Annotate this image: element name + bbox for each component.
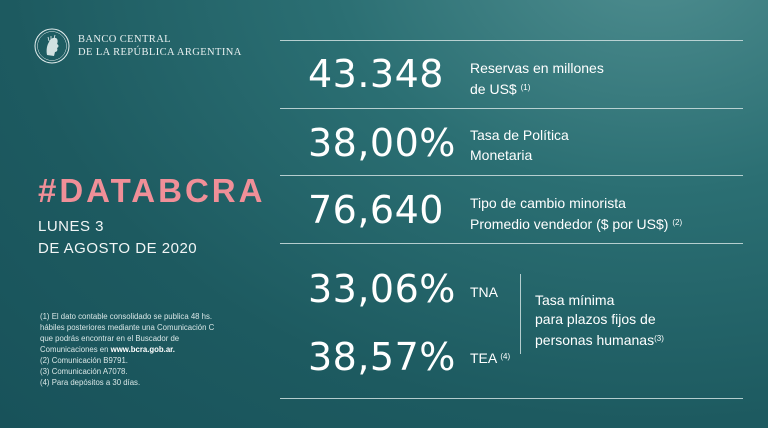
reserves-value: 43.348 — [308, 52, 444, 96]
bcra-link[interactable]: www.bcra.gob.ar. — [110, 345, 175, 354]
note-1b: hábiles posteriores mediante una Comunic… — [40, 323, 215, 332]
divider — [280, 243, 743, 244]
divider — [280, 40, 743, 41]
date-line1: LUNES 3 — [38, 218, 105, 235]
divider — [280, 108, 743, 109]
exchange-label: Tipo de cambio minorista Promedio vended… — [470, 195, 683, 232]
min-rate-description: Tasa mínima para plazos fijos de persona… — [535, 292, 664, 348]
note-3: (3) Comunicación A7078. — [40, 367, 128, 376]
reserves-label: Reservas en millones de US$ (1) — [470, 60, 604, 97]
divider — [280, 398, 743, 399]
note-2: (2) Comunicación B9791. — [40, 356, 128, 365]
hashtag-title: #DATABCRA — [38, 172, 266, 209]
date-block: LUNES 3 DE AGOSTO DE 2020 — [38, 216, 197, 260]
tna-label: TNA — [470, 284, 498, 300]
date-line2: DE AGOSTO DE 2020 — [38, 240, 198, 257]
divider — [280, 175, 743, 176]
rate-bracket — [520, 274, 521, 354]
logo-line1: BANCO CENTRAL — [78, 34, 171, 45]
bcra-logo: BANCO CENTRAL DE LA REPÚBLICA ARGENTINA — [34, 28, 242, 64]
tea-note: (4) — [500, 352, 511, 361]
exchange-note: (2) — [672, 218, 683, 227]
reserves-note: (1) — [520, 83, 531, 92]
policy-rate-value: 38,00% — [308, 121, 456, 165]
tea-label: TEA (4) — [470, 350, 511, 366]
policy-rate-label: Tasa de Política Monetaria — [470, 127, 569, 163]
exchange-value: 76,640 — [308, 188, 444, 232]
note-1d: Comunicaciones en www.bcra.gob.ar. — [40, 345, 175, 354]
logo-line2: DE LA REPÚBLICA ARGENTINA — [78, 47, 242, 58]
footnotes: (1) El dato contable consolidado se publ… — [40, 311, 214, 388]
note-1c: que podrás encontrar en el Buscador de — [40, 334, 180, 343]
min-rate-note: (3) — [654, 334, 664, 343]
note-1a: (1) El dato contable consolidado se publ… — [40, 312, 213, 321]
note-4: (4) Para depósitos a 30 días. — [40, 378, 141, 387]
republic-seal-icon — [34, 28, 70, 64]
tna-value: 33,06% — [308, 267, 456, 311]
tea-value: 38,57% — [308, 335, 456, 379]
